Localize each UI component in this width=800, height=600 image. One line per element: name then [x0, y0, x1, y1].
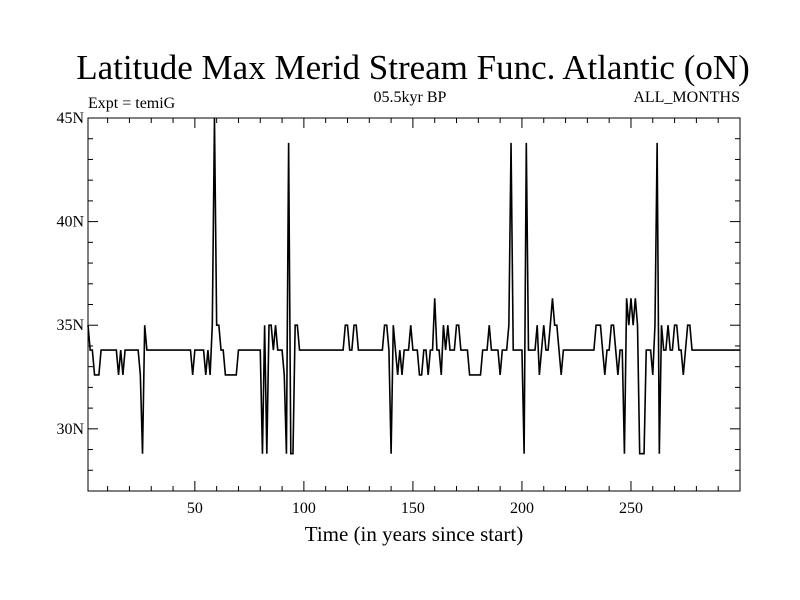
x-tick-label: 250 [619, 500, 643, 517]
plot-frame [87, 117, 741, 492]
x-tick-label: 200 [510, 500, 534, 517]
latitude-series-line [87, 117, 740, 455]
y-tick-label: 40N [56, 214, 84, 231]
y-tick-label: 45N [56, 110, 84, 127]
x-axis-title: Time (in years since start) [305, 522, 524, 546]
x-tick-label: 50 [187, 500, 203, 517]
chart-title: Latitude Max Merid Stream Func. Atlantic… [76, 48, 750, 87]
x-axis: 50 100 150 200 250 [107, 118, 719, 517]
season-label: ALL_MONTHS [633, 89, 740, 106]
period-label: 05.5kyr BP [374, 89, 447, 106]
x-tick-label: 100 [292, 500, 316, 517]
experiment-label: Expt = temiG [88, 95, 176, 112]
y-tick-label: 35N [56, 317, 84, 334]
y-axis: 30N 35N 40N 45N [56, 110, 740, 471]
x-tick-label: 150 [401, 500, 425, 517]
y-tick-label: 30N [56, 421, 84, 438]
